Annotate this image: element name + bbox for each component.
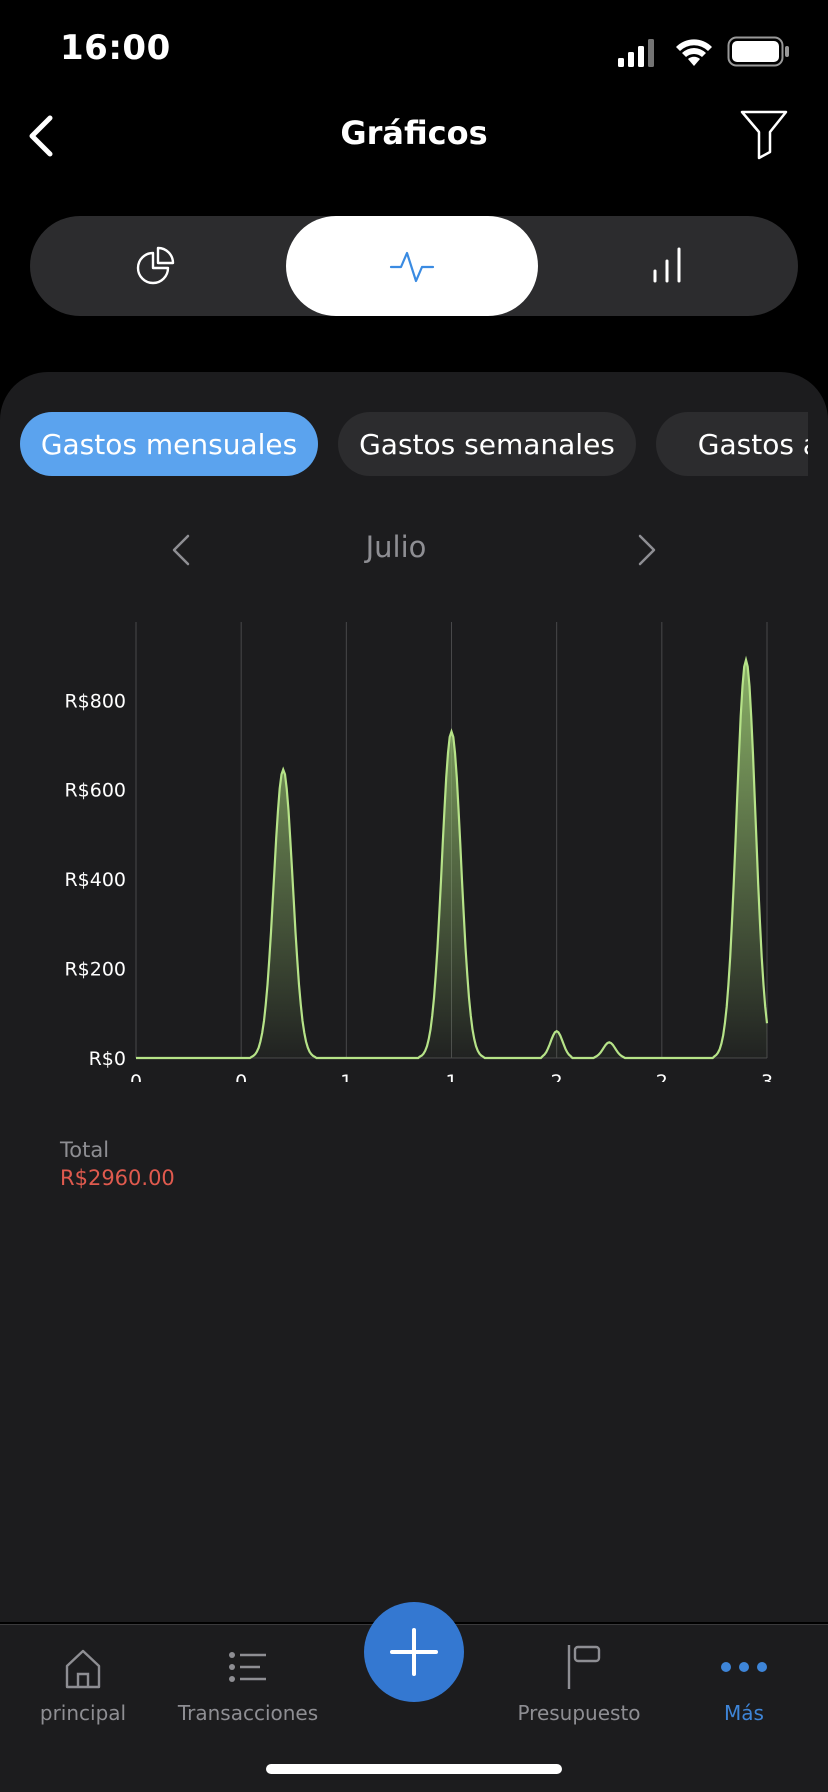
chart-area-fill xyxy=(136,660,767,1058)
chart-type-bar[interactable] xyxy=(542,216,794,316)
line-chart-icon xyxy=(389,251,435,283)
chart-y-axis: R$0 R$200 R$400 R$600 R$800 xyxy=(64,690,126,1070)
wifi-icon xyxy=(676,39,712,66)
filter-icon xyxy=(740,110,788,160)
chart-x-tick-label: 1 xyxy=(340,1071,352,1082)
chevron-left-icon[interactable] xyxy=(160,520,204,580)
pie-chart-icon xyxy=(136,246,175,285)
tab-label: Transacciones xyxy=(177,1701,319,1725)
home-icon xyxy=(65,1649,101,1689)
tab-mas[interactable]: Más xyxy=(661,1625,827,1755)
plus-icon xyxy=(390,1628,438,1676)
chart-y-tick-label: R$600 xyxy=(64,780,126,802)
chart-x-tick-label: 2 xyxy=(656,1071,668,1082)
chip-yearly[interactable]: Gastos anuales xyxy=(656,412,808,476)
header: Gráficos xyxy=(0,100,828,210)
chart-x-tick-label: 2 xyxy=(551,1071,563,1082)
chip-monthly[interactable]: Gastos mensuales xyxy=(20,412,318,476)
chip-weekly[interactable]: Gastos semanales xyxy=(338,412,636,476)
tab-label: principal xyxy=(39,1701,127,1725)
flag-icon xyxy=(567,1645,601,1689)
add-transaction-button[interactable] xyxy=(364,1602,464,1702)
tab-transacciones[interactable]: Transacciones xyxy=(165,1625,331,1755)
total-label: Total xyxy=(60,1138,110,1162)
tab-label: Más xyxy=(724,1701,764,1725)
tab-label: Presupuesto xyxy=(517,1701,641,1725)
back-button[interactable] xyxy=(18,106,78,166)
chart-y-tick-label: R$800 xyxy=(64,690,126,712)
signal-icon xyxy=(618,39,654,67)
chart-type-line[interactable] xyxy=(286,216,538,316)
bar-chart-icon xyxy=(653,247,681,283)
filter-button[interactable] xyxy=(734,104,794,164)
period-chips: Gastos mensuales Gastos semanales Gastos… xyxy=(20,412,808,478)
list-icon xyxy=(229,1652,266,1682)
chart-x-tick-label: 3 xyxy=(761,1071,773,1082)
more-icon xyxy=(721,1662,767,1672)
month-navigator: Julio xyxy=(0,516,828,588)
chart-x-tick-label: 0 xyxy=(130,1071,142,1082)
chart-x-axis: 0 0 1 1 2 2 3 xyxy=(130,1071,773,1082)
status-icons xyxy=(618,36,789,67)
status-bar: 16:00 xyxy=(0,0,828,100)
chart-series xyxy=(136,655,769,1060)
month-label: Julio xyxy=(365,530,427,564)
chart-y-tick-label: R$0 xyxy=(89,1048,126,1070)
home-indicator xyxy=(266,1764,562,1774)
tab-presupuesto[interactable]: Presupuesto xyxy=(496,1625,662,1755)
expense-area-chart: R$0 R$200 R$400 R$600 R$800 0 0 1 1 2 2 3 xyxy=(64,622,773,1082)
status-time: 16:00 xyxy=(60,28,171,68)
chart-y-tick-label: R$200 xyxy=(64,959,126,981)
chart-type-pie[interactable] xyxy=(30,216,282,316)
page-title: Gráficos xyxy=(340,114,488,152)
chevron-left-icon xyxy=(29,115,53,157)
total-summary: Total R$2960.00 xyxy=(60,1138,175,1190)
battery-icon xyxy=(727,36,789,67)
chart-series-line xyxy=(136,655,769,1060)
chart-x-tick-label: 1 xyxy=(445,1071,457,1082)
total-value: R$2960.00 xyxy=(60,1166,175,1190)
chevron-right-icon[interactable] xyxy=(624,520,668,580)
chart-y-tick-label: R$400 xyxy=(64,869,126,891)
chart-panel: Gastos mensuales Gastos semanales Gastos… xyxy=(0,372,828,1622)
tab-principal[interactable]: principal xyxy=(0,1625,166,1755)
chart-type-selector xyxy=(30,216,798,316)
chart-x-tick-label: 0 xyxy=(235,1071,247,1082)
